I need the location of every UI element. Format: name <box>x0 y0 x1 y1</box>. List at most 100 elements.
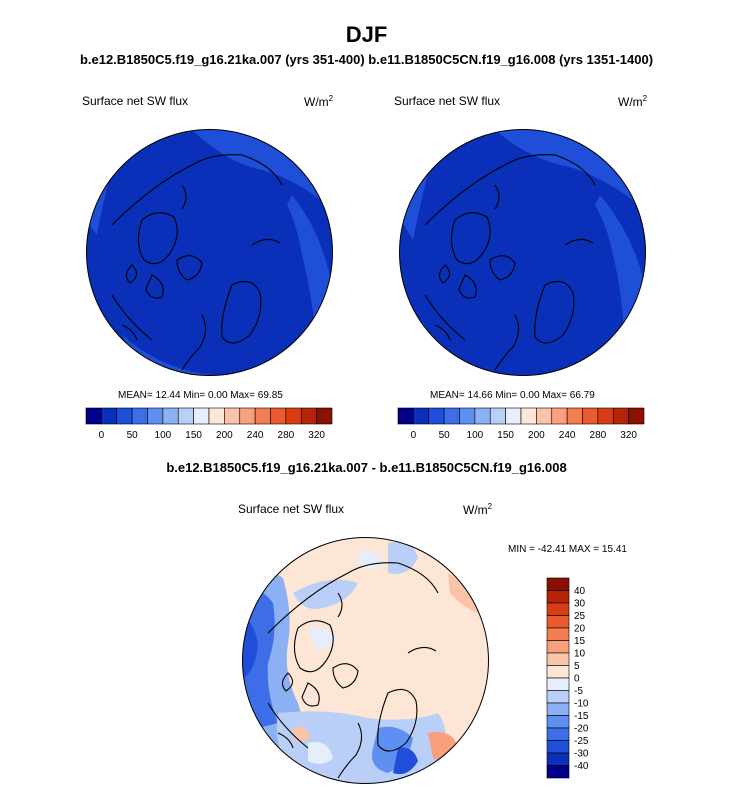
difference-colorbar-swatch <box>546 752 570 766</box>
panel-2-colorbar-tick-label: 280 <box>590 430 607 441</box>
difference-colorbar-swatch <box>546 690 570 704</box>
panel-2-colorbar-swatch <box>566 407 583 425</box>
panel-1-polar-map <box>86 129 333 376</box>
diff-stats: MIN = -42.41 MAX = 15.41 <box>508 544 627 555</box>
panel-1-colorbar-swatch <box>131 407 148 425</box>
panel-2-colorbar-swatch <box>505 407 522 425</box>
difference-colorbar-swatch <box>546 765 570 779</box>
panel-1-colorbar-swatch <box>270 407 287 425</box>
panel-1-colorbar-swatch <box>116 407 133 425</box>
panel-2-colorbar-swatch <box>628 407 645 425</box>
figure-title: DJF <box>345 22 388 47</box>
panel-1-colorbar-tick-label: 240 <box>247 430 264 441</box>
panel-2-colorbar: 0 50 100 150 200 240 280 320 <box>397 407 645 441</box>
panel-2-colorbar-swatch <box>459 407 476 425</box>
difference-colorbar-label: 0 <box>574 674 580 685</box>
panel-2-colorbar-swatch <box>551 407 568 425</box>
panel-1-colorbar-tick-label: 280 <box>278 430 295 441</box>
panel-1-colorbar-swatch <box>177 407 194 425</box>
panel-2-colorbar-swatch <box>474 407 491 425</box>
panel-2-stats: MEAN= 14.66 Min= 0.00 Max= 66.79 <box>430 390 595 401</box>
panel-2-colorbar-swatch <box>413 407 430 425</box>
panel-2-colorbar-swatch <box>428 407 445 425</box>
panel-2-colorbar-tick-label: 100 <box>467 430 484 441</box>
difference-colorbar-label: 5 <box>574 661 580 672</box>
panel-2-polar-map <box>399 129 646 376</box>
panel-1-colorbar-swatch <box>147 407 164 425</box>
difference-colorbar-swatch <box>546 652 570 666</box>
difference-coastlines <box>267 562 439 779</box>
difference-colorbar-swatch <box>546 627 570 641</box>
panel-2-colorbar-swatch <box>443 407 460 425</box>
panel-1-colorbar-swatch <box>316 407 333 425</box>
difference-colorbar-label: -40 <box>574 761 589 772</box>
difference-title: b.e12.B1850C5.f19_g16.21ka.007 - b.e11.B… <box>166 460 567 475</box>
difference-polar-map <box>242 537 489 784</box>
panel-1-colorbar-tick-label: 150 <box>185 430 202 441</box>
panel-1-units-label: W/m2 <box>304 94 334 109</box>
difference-colorbar-swatch <box>546 715 570 729</box>
panel-1-stats: MEAN= 12.44 Min= 0.00 Max= 69.85 <box>118 390 283 401</box>
panel-1-colorbar-swatch <box>85 407 102 425</box>
panel-2-colorbar-swatch <box>520 407 537 425</box>
difference-colorbar-swatch <box>546 702 570 716</box>
panel-1-colorbar-swatch <box>224 407 241 425</box>
difference-colorbar-swatch <box>546 615 570 629</box>
difference-colorbar-swatch <box>546 677 570 691</box>
panel-1-colorbar-tick-label: 0 <box>99 430 105 441</box>
panel-1-colorbar-tick-label: 320 <box>308 430 325 441</box>
panel-1-colorbar-tick-label: 100 <box>155 430 172 441</box>
panel-1-colorbar-swatch <box>300 407 317 425</box>
diff-variable-label: Surface net SW flux <box>238 502 345 516</box>
difference-colorbar-label: 20 <box>574 624 586 635</box>
panel-1-colorbar-swatch <box>101 407 118 425</box>
difference-colorbar-label: -5 <box>574 686 583 697</box>
difference-colorbar-label: -20 <box>574 724 589 735</box>
difference-colorbar-swatch <box>546 577 570 591</box>
figure-subtitle: b.e12.B1850C5.f19_g16.21ka.007 (yrs 351-… <box>79 52 654 67</box>
difference-colorbar-swatch <box>546 727 570 741</box>
difference-colorbar-label: 10 <box>574 649 586 660</box>
difference-colorbar-label: -25 <box>574 736 589 747</box>
difference-colorbar-label: -15 <box>574 711 589 722</box>
panel-1-colorbar-swatch <box>254 407 271 425</box>
difference-colorbar-label: -30 <box>574 749 589 760</box>
difference-colorbar-label: 25 <box>574 611 586 622</box>
panel-2-colorbar-swatch <box>582 407 599 425</box>
panel-2-colorbar-tick-label: 0 <box>411 430 417 441</box>
panel-2-colorbar-swatch <box>597 407 614 425</box>
panel-2-colorbar-swatch <box>397 407 414 425</box>
panel-2-colorbar-swatch <box>536 407 553 425</box>
difference-colorbar-swatch <box>546 740 570 754</box>
panel-2-variable-label: Surface net SW flux <box>394 94 501 108</box>
panel-2-colorbar-tick-label: 200 <box>528 430 545 441</box>
panel-2-colorbar-tick-label: 50 <box>439 430 451 441</box>
panel-1-colorbar-tick-label: 50 <box>127 430 139 441</box>
difference-colorbar-label: 30 <box>574 599 586 610</box>
panel-2-coastlines <box>424 154 596 371</box>
panel-2-colorbar-tick-label: 320 <box>620 430 637 441</box>
difference-colorbar-swatch <box>546 665 570 679</box>
panel-1-colorbar-swatch <box>162 407 179 425</box>
difference-colorbar-label: 40 <box>574 586 586 597</box>
panel-1-colorbar-swatch <box>239 407 256 425</box>
diff-units-label: W/m2 <box>463 502 493 517</box>
difference-colorbar-swatch <box>546 590 570 604</box>
panel-2-colorbar-swatch <box>612 407 629 425</box>
panel-1-colorbar-swatch <box>208 407 225 425</box>
difference-colorbar-label: -10 <box>574 699 589 710</box>
difference-colorbar-swatch <box>546 602 570 616</box>
difference-colorbar-label: 15 <box>574 636 586 647</box>
panel-2-colorbar-tick-label: 240 <box>559 430 576 441</box>
panel-1-colorbar-tick-label: 200 <box>216 430 233 441</box>
panel-2-colorbar-tick-label: 150 <box>497 430 514 441</box>
panel-1-colorbar: 0 50 100 150 200 240 280 320 <box>85 407 333 441</box>
panel-2-colorbar-swatch <box>489 407 506 425</box>
panel-2-units-label: W/m2 <box>618 94 648 109</box>
panel-1-coastlines <box>111 154 283 371</box>
panel-1-colorbar-swatch <box>285 407 302 425</box>
difference-colorbar-swatch <box>546 640 570 654</box>
panel-1-colorbar-swatch <box>193 407 210 425</box>
panel-1-variable-label: Surface net SW flux <box>82 94 189 108</box>
